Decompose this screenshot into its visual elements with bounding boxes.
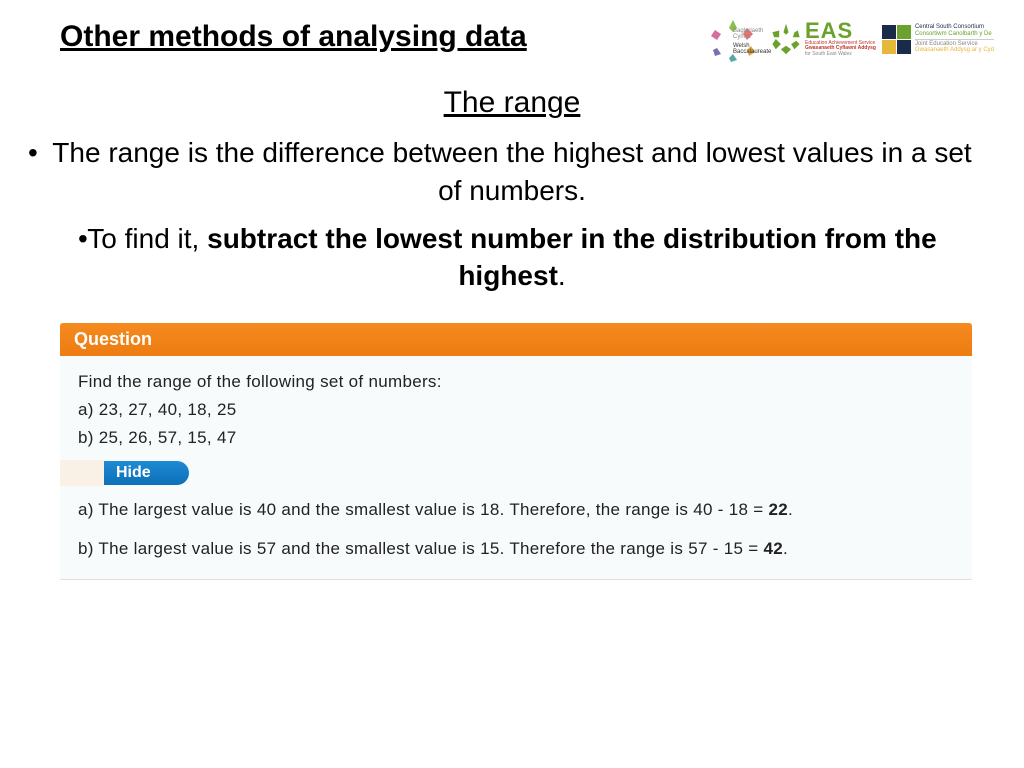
bullet-2b: subtract the lowest number in the distri… (207, 223, 937, 292)
answer-b-period: . (783, 539, 788, 558)
hide-button[interactable]: Hide (104, 461, 189, 485)
answer-a-val: 22 (769, 500, 789, 519)
subtitle: The range (0, 86, 1024, 120)
bullet-1: The range is the difference between the … (28, 134, 996, 220)
question-a: a) 23, 27, 40, 18, 25 (78, 398, 954, 422)
question-header: Question (60, 323, 972, 356)
wb-line2: Cymru (733, 34, 771, 40)
bullet-2: To find it, subtract the lowest number i… (28, 220, 996, 306)
answer-a-text: a) The largest value is 40 and the small… (78, 500, 769, 519)
answer-b: b) The largest value is 57 and the small… (78, 537, 954, 561)
question-box: Question Find the range of the following… (60, 323, 972, 580)
answer-a: a) The largest value is 40 and the small… (78, 498, 954, 522)
logo-bar: Bagloriaeth Cymru Welsh Baccalaureate EA… (703, 14, 994, 64)
csc-logo: Central South Consortium Consortiwm Cano… (882, 24, 994, 53)
question-b: b) 25, 26, 57, 15, 47 (78, 426, 954, 450)
answer-b-text: b) The largest value is 57 and the small… (78, 539, 764, 558)
answer-a-period: . (788, 500, 793, 519)
csc-t2: Consortiwm Canolbarth y De (915, 31, 994, 38)
csc-t1: Central South Consortium (915, 24, 994, 31)
answer-b-val: 42 (764, 539, 784, 558)
csc-t4: Gwasanaeth Addysg ar y Cyd (915, 47, 994, 54)
welsh-bacc-logo: Bagloriaeth Cymru Welsh Baccalaureate (703, 14, 763, 64)
bullet-2c: . (558, 260, 566, 291)
csc-t3: Joint Education Service (915, 41, 994, 48)
bullet-list: The range is the difference between the … (28, 134, 996, 305)
eas-l3: for South East Wales (805, 52, 876, 58)
answer-block: a) The largest value is 40 and the small… (78, 498, 954, 562)
hide-pad (60, 460, 104, 486)
eas-logo: EAS Education Achievement Service Gwasan… (769, 21, 876, 57)
question-prompt: Find the range of the following set of n… (78, 370, 954, 394)
wb-line4: Baccalaureate (733, 49, 771, 55)
page-title: Other methods of analysing data (60, 20, 527, 54)
eas-name: EAS (805, 21, 876, 41)
bullet-2a: To find it, (87, 223, 207, 254)
